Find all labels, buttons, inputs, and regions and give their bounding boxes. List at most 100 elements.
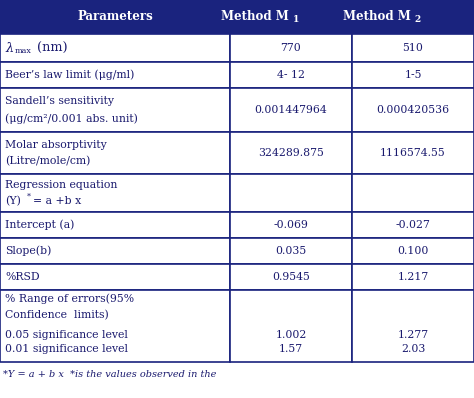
Text: 1.002: 1.002: [275, 330, 307, 339]
Bar: [0, 62, 230, 88]
Text: Method M: Method M: [343, 10, 411, 23]
Text: 4- 12: 4- 12: [277, 70, 305, 80]
Text: 0.000420536: 0.000420536: [376, 105, 449, 115]
Bar: [0, 212, 230, 238]
Text: 324289.875: 324289.875: [258, 148, 324, 158]
Bar: [230, 34, 352, 62]
Bar: [352, 0, 474, 34]
Text: (μg/cm²/0.001 abs. unit): (μg/cm²/0.001 abs. unit): [5, 113, 138, 124]
Bar: [0, 132, 230, 174]
Text: 0.01 significance level: 0.01 significance level: [5, 344, 128, 354]
Bar: [230, 212, 352, 238]
Bar: [230, 132, 352, 174]
Text: 0.001447964: 0.001447964: [255, 105, 328, 115]
Bar: [0, 88, 230, 132]
Bar: [0, 212, 230, 238]
Text: (nm): (nm): [37, 41, 68, 55]
Text: Sandell’s sensitivity: Sandell’s sensitivity: [5, 96, 114, 106]
Text: Parameters: Parameters: [77, 10, 153, 23]
Bar: [230, 290, 352, 362]
Bar: [352, 62, 474, 88]
Bar: [230, 290, 352, 362]
Text: 1-5: 1-5: [404, 70, 422, 80]
Bar: [230, 62, 352, 88]
Bar: [230, 0, 352, 34]
Bar: [352, 34, 474, 62]
Text: 1.217: 1.217: [397, 272, 428, 282]
Text: (Y): (Y): [5, 195, 21, 206]
Bar: [352, 88, 474, 132]
Bar: [352, 212, 474, 238]
Text: = a +b x: = a +b x: [33, 195, 81, 206]
Text: 0.05 significance level: 0.05 significance level: [5, 330, 128, 339]
Text: 1: 1: [293, 16, 299, 25]
Bar: [352, 34, 474, 62]
Text: (Litre/mole/cm): (Litre/mole/cm): [5, 156, 91, 166]
Text: Confidence  limits): Confidence limits): [5, 310, 109, 320]
Bar: [0, 34, 230, 62]
Bar: [0, 238, 230, 264]
Bar: [230, 174, 352, 212]
Text: %RSD: %RSD: [5, 272, 40, 282]
Bar: [0, 264, 230, 290]
Text: max: max: [15, 47, 32, 55]
Bar: [0, 264, 230, 290]
Text: Intercept (a): Intercept (a): [5, 220, 74, 230]
Text: 0.9545: 0.9545: [272, 272, 310, 282]
Bar: [0, 132, 230, 174]
Bar: [0, 62, 230, 88]
Text: *Y = a + b x  *is the values observed in the: *Y = a + b x *is the values observed in …: [3, 370, 216, 379]
Bar: [230, 212, 352, 238]
Bar: [352, 290, 474, 362]
Text: Method M: Method M: [221, 10, 289, 23]
Text: 0.100: 0.100: [397, 246, 428, 256]
Text: *: *: [27, 193, 31, 201]
Bar: [352, 238, 474, 264]
Bar: [0, 88, 230, 132]
Bar: [352, 174, 474, 212]
Bar: [352, 0, 474, 34]
Bar: [230, 88, 352, 132]
Bar: [0, 174, 230, 212]
Text: 2: 2: [415, 16, 421, 25]
Text: 1116574.55: 1116574.55: [380, 148, 446, 158]
Bar: [0, 290, 230, 362]
Text: % Range of errors(95%: % Range of errors(95%: [5, 293, 134, 304]
Text: Molar absorptivity: Molar absorptivity: [5, 140, 107, 150]
Bar: [0, 0, 230, 34]
Bar: [352, 264, 474, 290]
Bar: [352, 212, 474, 238]
Bar: [352, 88, 474, 132]
Bar: [230, 0, 352, 34]
Bar: [230, 264, 352, 290]
Bar: [230, 88, 352, 132]
Bar: [230, 62, 352, 88]
Bar: [230, 264, 352, 290]
Text: 0.035: 0.035: [275, 246, 307, 256]
Bar: [352, 174, 474, 212]
Bar: [0, 238, 230, 264]
Text: Slope(b): Slope(b): [5, 246, 51, 256]
Bar: [352, 132, 474, 174]
Bar: [352, 264, 474, 290]
Bar: [230, 238, 352, 264]
Bar: [230, 238, 352, 264]
Bar: [352, 238, 474, 264]
Bar: [0, 174, 230, 212]
Bar: [352, 62, 474, 88]
Bar: [0, 290, 230, 362]
Bar: [230, 34, 352, 62]
Bar: [230, 132, 352, 174]
Text: 1.57: 1.57: [279, 344, 303, 354]
Text: 510: 510: [402, 43, 423, 53]
Text: Regression equation: Regression equation: [5, 179, 118, 189]
Bar: [0, 0, 230, 34]
Text: 1.277: 1.277: [397, 330, 428, 339]
Text: 770: 770: [281, 43, 301, 53]
Text: -0.069: -0.069: [273, 220, 309, 230]
Bar: [0, 34, 230, 62]
Bar: [352, 290, 474, 362]
Text: Beer’s law limit (μg/ml): Beer’s law limit (μg/ml): [5, 70, 134, 80]
Bar: [230, 174, 352, 212]
Text: 2.03: 2.03: [401, 344, 425, 354]
